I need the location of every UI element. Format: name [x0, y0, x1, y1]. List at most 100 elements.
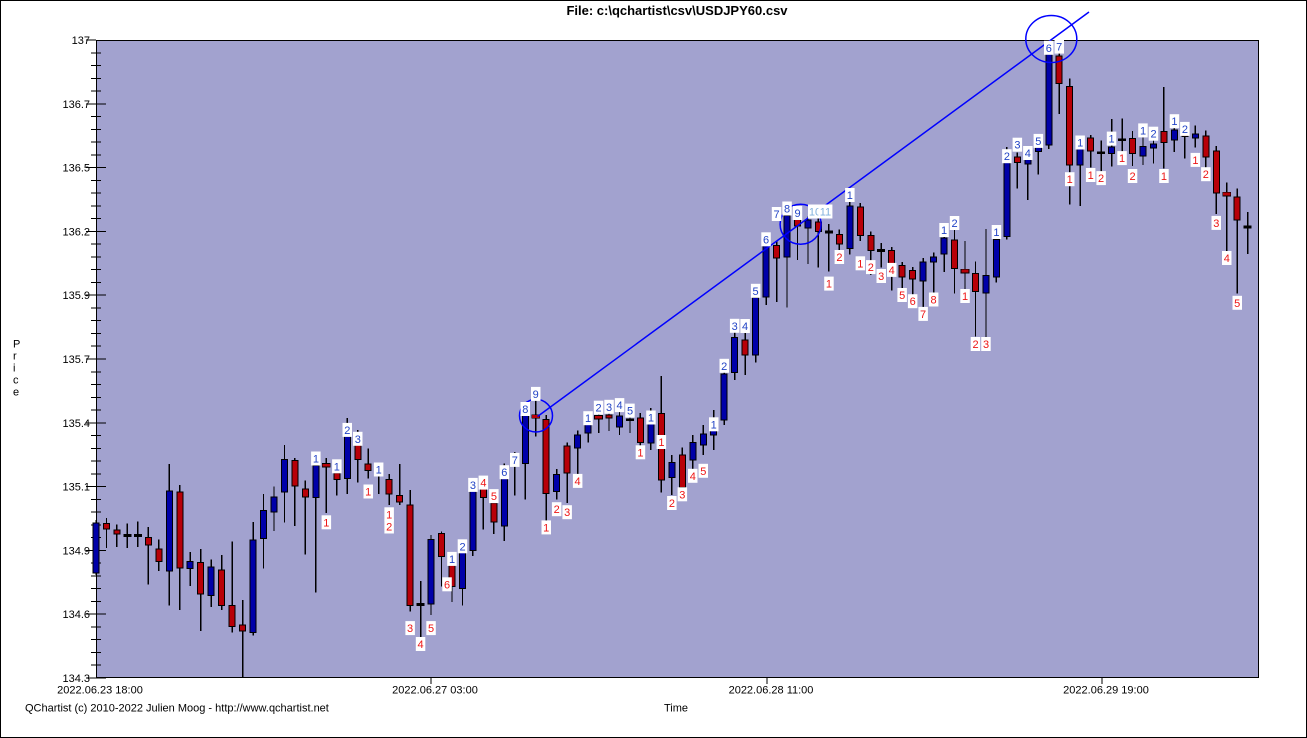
svg-text:3: 3: [407, 623, 413, 635]
svg-text:4: 4: [480, 478, 486, 490]
svg-text:135.4: 135.4: [62, 418, 90, 430]
svg-text:10: 10: [809, 207, 821, 219]
svg-text:r: r: [13, 351, 17, 363]
svg-text:5: 5: [428, 623, 434, 635]
svg-text:6: 6: [910, 296, 916, 308]
svg-text:5: 5: [700, 466, 706, 478]
svg-text:File: c:\qchartist\csv\USDJPY6: File: c:\qchartist\csv\USDJPY60.csv: [566, 3, 788, 18]
svg-text:1: 1: [1119, 153, 1125, 165]
svg-text:1: 1: [323, 517, 329, 529]
svg-text:P: P: [13, 339, 20, 351]
svg-text:3: 3: [1014, 140, 1020, 152]
svg-text:134.6: 134.6: [62, 609, 90, 621]
svg-text:2: 2: [1098, 173, 1104, 185]
svg-text:1: 1: [962, 291, 968, 303]
svg-text:3: 3: [878, 271, 884, 283]
svg-text:1: 1: [376, 465, 382, 477]
svg-text:3: 3: [983, 339, 989, 351]
svg-text:1: 1: [1161, 171, 1167, 183]
svg-text:1: 1: [1192, 155, 1198, 167]
svg-text:6: 6: [444, 579, 450, 591]
svg-text:2022.06.29 19:00: 2022.06.29 19:00: [1063, 685, 1149, 697]
svg-text:4: 4: [1224, 253, 1230, 265]
svg-text:5: 5: [627, 406, 633, 418]
svg-text:1: 1: [847, 190, 853, 202]
svg-text:11: 11: [820, 207, 831, 219]
svg-text:3: 3: [732, 321, 738, 333]
svg-text:2022.06.27 03:00: 2022.06.27 03:00: [392, 685, 478, 697]
svg-text:4: 4: [1025, 148, 1031, 160]
svg-text:1: 1: [585, 413, 591, 425]
svg-text:2022.06.23 18:00: 2022.06.23 18:00: [57, 685, 143, 697]
svg-text:134.9: 134.9: [62, 545, 90, 557]
svg-text:135.9: 135.9: [62, 290, 90, 302]
svg-text:4: 4: [616, 400, 622, 412]
svg-text:1: 1: [386, 509, 392, 521]
svg-text:i: i: [13, 363, 15, 375]
svg-text:c: c: [13, 375, 19, 387]
svg-text:1: 1: [941, 225, 947, 237]
svg-text:3: 3: [606, 402, 612, 414]
svg-text:2: 2: [596, 403, 602, 415]
svg-text:136.5: 136.5: [62, 163, 90, 175]
svg-text:2: 2: [868, 262, 874, 274]
svg-text:4: 4: [889, 265, 895, 277]
svg-text:1: 1: [449, 554, 455, 566]
svg-text:1: 1: [334, 461, 340, 473]
svg-text:3: 3: [470, 480, 476, 492]
svg-text:7: 7: [920, 309, 926, 321]
svg-text:136.2: 136.2: [62, 226, 90, 238]
svg-text:2: 2: [459, 541, 465, 553]
svg-text:8: 8: [522, 404, 528, 416]
svg-text:3: 3: [355, 434, 361, 446]
svg-text:1: 1: [826, 279, 832, 291]
svg-text:1: 1: [543, 522, 549, 534]
svg-text:4: 4: [742, 321, 748, 333]
svg-text:2: 2: [1129, 171, 1135, 183]
svg-text:e: e: [13, 387, 19, 399]
svg-text:6: 6: [763, 234, 769, 246]
svg-text:1: 1: [711, 419, 717, 431]
svg-text:7: 7: [1056, 42, 1062, 54]
svg-text:7: 7: [512, 455, 518, 467]
svg-text:2022.06.28 11:00: 2022.06.28 11:00: [729, 685, 814, 697]
svg-text:2: 2: [669, 498, 675, 510]
svg-text:1: 1: [313, 454, 319, 466]
svg-text:1: 1: [857, 258, 863, 270]
svg-text:3: 3: [1213, 218, 1219, 230]
svg-text:4: 4: [418, 639, 424, 651]
svg-text:9: 9: [533, 389, 539, 401]
svg-text:2: 2: [386, 522, 392, 534]
svg-text:4: 4: [690, 471, 696, 483]
svg-text:1: 1: [1171, 116, 1177, 128]
svg-text:1: 1: [993, 227, 999, 239]
svg-text:137: 137: [72, 35, 90, 47]
svg-text:QChartist (c) 2010-2022 Julien: QChartist (c) 2010-2022 Julien Moog - ht…: [25, 703, 329, 715]
svg-text:2: 2: [344, 425, 350, 437]
svg-text:9: 9: [794, 208, 800, 220]
svg-text:3: 3: [679, 489, 685, 501]
svg-text:Time: Time: [664, 703, 688, 715]
svg-text:2: 2: [972, 339, 978, 351]
svg-text:3: 3: [564, 507, 570, 519]
svg-text:6: 6: [1046, 43, 1052, 55]
svg-text:1: 1: [1140, 125, 1146, 137]
svg-text:6: 6: [501, 467, 507, 479]
svg-text:134.3: 134.3: [62, 673, 90, 685]
svg-text:2: 2: [1004, 151, 1010, 163]
svg-text:5: 5: [753, 286, 759, 298]
svg-text:8: 8: [931, 295, 937, 307]
svg-text:1: 1: [365, 487, 371, 499]
svg-text:1: 1: [1088, 170, 1094, 182]
svg-text:2: 2: [554, 504, 560, 516]
svg-text:5: 5: [491, 491, 497, 503]
svg-text:5: 5: [1234, 298, 1240, 310]
svg-text:2: 2: [1203, 169, 1209, 181]
svg-text:1: 1: [637, 447, 643, 459]
svg-text:5: 5: [899, 290, 905, 302]
svg-text:1: 1: [658, 437, 664, 449]
svg-text:135.1: 135.1: [62, 482, 90, 494]
svg-text:1: 1: [1109, 134, 1115, 146]
svg-text:2: 2: [1182, 124, 1188, 136]
svg-text:2: 2: [1150, 129, 1156, 141]
